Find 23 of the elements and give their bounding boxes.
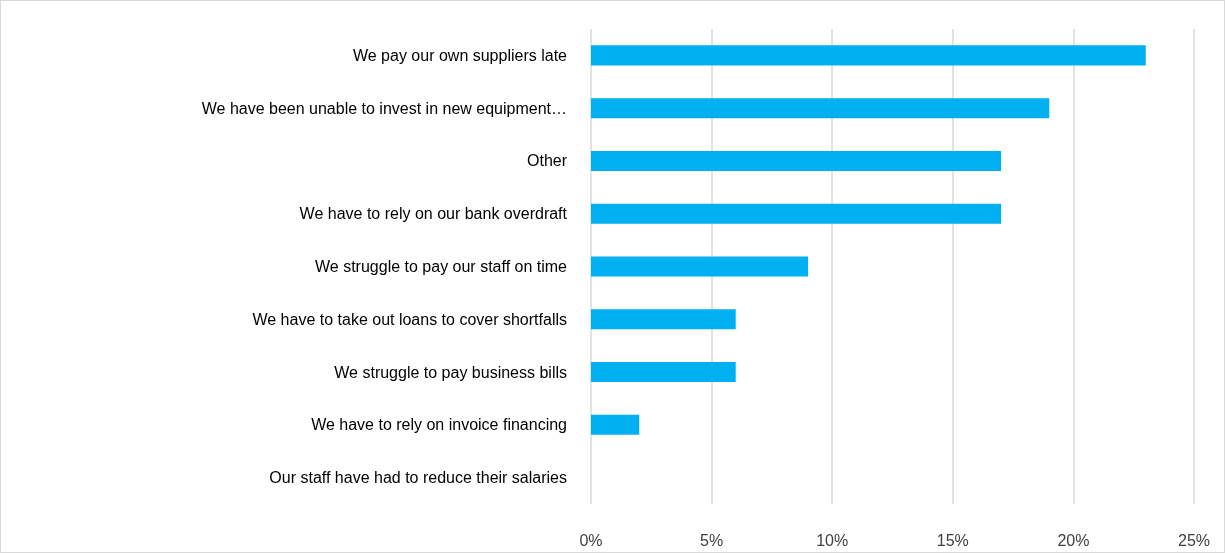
y-tick-label: We have to rely on our bank overdraft (299, 205, 568, 223)
y-tick-label: We pay our own suppliers late (352, 46, 568, 64)
bar (591, 414, 640, 435)
x-tick-label: 20% (1057, 531, 1090, 549)
bar (591, 309, 736, 330)
y-tick-label: We struggle to pay our staff on time (315, 258, 568, 275)
bar (591, 98, 1050, 119)
bar (591, 256, 809, 277)
bar (591, 203, 1002, 224)
bar (591, 150, 1002, 171)
y-tick-label: We have been unable to invest in new equipment… (201, 99, 567, 117)
y-tick-label: We have to rely on invoice financing (311, 416, 567, 434)
x-tick-label: 0% (579, 531, 603, 549)
bar (591, 362, 736, 383)
x-tick-label: 5% (700, 531, 724, 549)
x-tick-label: 25% (1177, 531, 1211, 549)
y-tick-label: We struggle to pay business bills (334, 363, 567, 381)
bar (591, 45, 1146, 66)
y-tick-label: Other (526, 152, 568, 170)
y-tick-label: Our staff have had to reduce their salaries (269, 469, 567, 487)
x-tick-label: 10% (816, 531, 849, 549)
y-tick-label: We have to take out loans to cover shortfalls (252, 310, 567, 328)
x-tick-label: 15% (936, 531, 969, 549)
